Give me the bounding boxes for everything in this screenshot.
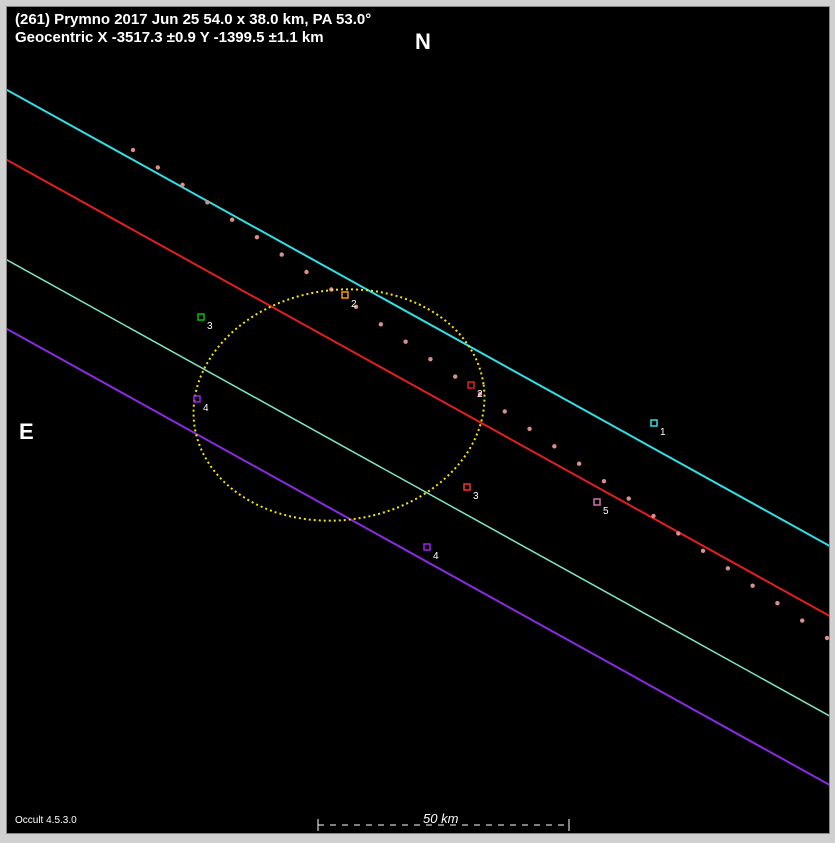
chord-marker: 2: [468, 382, 483, 400]
chord-marker-label: 5: [603, 506, 609, 517]
chord-line-lightgreen: [6, 232, 830, 743]
chord-marker-label: 3: [473, 491, 479, 502]
chord-marker: 3: [198, 314, 213, 332]
chord-marker-label: 2: [351, 299, 357, 310]
center-path-dot: [825, 636, 829, 640]
chord-marker: 3: [464, 484, 479, 502]
center-path-dot: [775, 601, 779, 605]
scale-bar-label: 50 km: [423, 811, 458, 826]
center-path-dot: [180, 183, 184, 187]
chord-line-purple: [6, 301, 830, 812]
center-path-dot: [403, 340, 407, 344]
center-path-dot: [453, 374, 457, 378]
plot-svg: 1 2 2 3 3 4 4 5: [7, 7, 829, 833]
center-path-dot: [156, 165, 160, 169]
center-path-dot: [428, 357, 432, 361]
center-path-dot: [800, 618, 804, 622]
center-path-dot: [379, 322, 383, 326]
cardinal-e-label: E: [19, 419, 34, 445]
cardinal-n-label: N: [415, 29, 431, 55]
version-label: Occult 4.5.3.0: [15, 815, 77, 826]
center-path-dot: [627, 496, 631, 500]
center-path-dot: [651, 514, 655, 518]
center-path-dot: [280, 252, 284, 256]
chord-line-cyan: [6, 62, 830, 573]
center-path-dot: [205, 200, 209, 204]
chord-line-red: [6, 132, 830, 643]
chord-marker-label: 4: [203, 403, 209, 414]
chord-marker: 5: [594, 499, 609, 517]
center-path-dot: [131, 148, 135, 152]
shadow-ellipse: [178, 271, 499, 539]
title-line-2: Geocentric X -3517.3 ±0.9 Y -1399.5 ±1.1…: [15, 29, 324, 46]
center-path-dot: [750, 584, 754, 588]
chord-marker: 2: [342, 292, 357, 310]
center-path-dot: [304, 270, 308, 274]
chord-marker-label: 4: [433, 551, 439, 562]
center-path-dot: [701, 549, 705, 553]
chord-marker: 1: [651, 420, 666, 438]
chord-marker: 4: [424, 544, 439, 562]
center-path-dot: [230, 218, 234, 222]
center-path-dot: [726, 566, 730, 570]
center-path-dot: [676, 531, 680, 535]
chord-marker-label: 2: [477, 389, 483, 400]
center-path-dot: [577, 462, 581, 466]
plot-canvas: 1 2 2 3 3 4 4 5 (261) Prymno 2017 Jun 25 54.0 x…: [6, 6, 830, 834]
chord-marker: 4: [194, 396, 209, 414]
center-path-dot: [503, 409, 507, 413]
chord-marker-label: 3: [207, 321, 213, 332]
center-path-dot: [552, 444, 556, 448]
center-path-dot: [527, 427, 531, 431]
center-path-dot: [602, 479, 606, 483]
center-path-dot: [255, 235, 259, 239]
title-line-1: (261) Prymno 2017 Jun 25 54.0 x 38.0 km,…: [15, 11, 371, 28]
chord-marker-label: 1: [660, 427, 666, 438]
app-frame: 1 2 2 3 3 4 4 5 (261) Prymno 2017 Jun 25 54.0 x…: [0, 0, 835, 843]
